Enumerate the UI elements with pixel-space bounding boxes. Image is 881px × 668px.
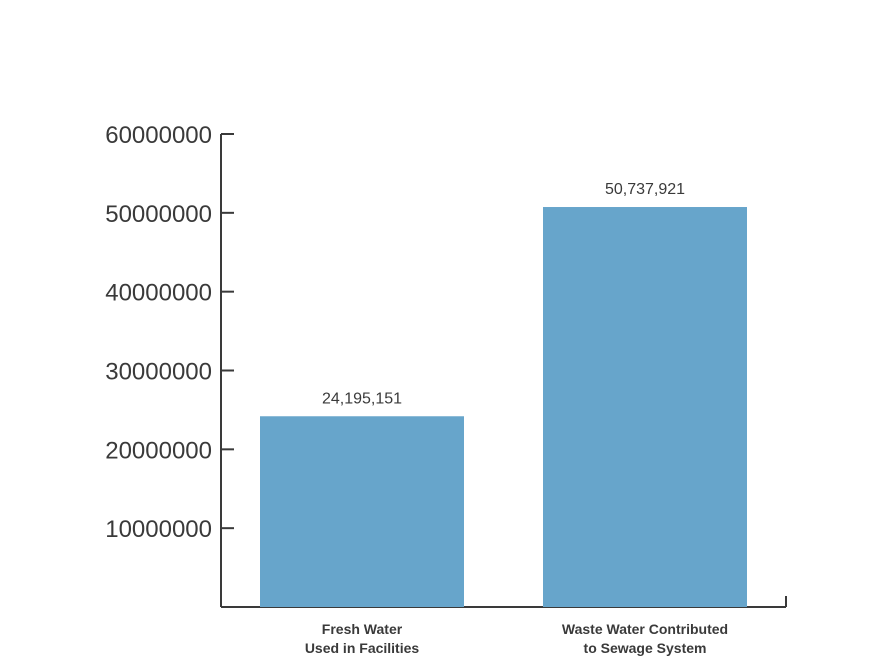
bar-value-label: 50,737,921 (605, 181, 685, 198)
labels: 24,195,151 Fresh Water Used in Facilities 5… (305, 181, 728, 656)
category-label: to Sewage System (584, 640, 707, 656)
y-tick-label: 20000000 (105, 437, 212, 464)
bars (260, 207, 747, 607)
bar-value-label: 24,195,151 (322, 390, 402, 407)
y-tick-label: 40000000 (105, 280, 212, 307)
axes: 10000000 20000000 30000000 40000000 50000000… (105, 122, 787, 608)
y-tick-label: 10000000 (105, 516, 212, 543)
y-tick-label: 60000000 (105, 122, 212, 149)
bar (543, 207, 747, 607)
category-label: Fresh Water (322, 621, 403, 637)
category-label: Waste Water Contributed (562, 621, 728, 637)
y-tick-label: 50000000 (105, 201, 212, 228)
bar (260, 416, 464, 607)
category-label: Used in Facilities (305, 640, 420, 656)
y-tick-label: 30000000 (105, 359, 212, 386)
